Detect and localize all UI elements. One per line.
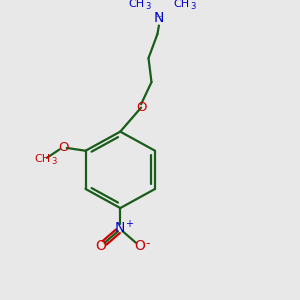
Text: O: O (58, 141, 68, 154)
Text: O: O (134, 239, 145, 253)
Text: O: O (136, 101, 146, 114)
Text: 3: 3 (51, 157, 57, 166)
Text: 3: 3 (146, 2, 151, 11)
Text: N: N (115, 221, 125, 235)
Text: N: N (154, 11, 164, 26)
Text: +: + (125, 219, 133, 229)
Text: O: O (95, 239, 106, 253)
Text: CH: CH (129, 0, 145, 9)
Text: CH: CH (173, 0, 189, 9)
Text: CH: CH (34, 154, 50, 164)
Text: -: - (145, 237, 149, 250)
Text: 3: 3 (190, 2, 196, 11)
